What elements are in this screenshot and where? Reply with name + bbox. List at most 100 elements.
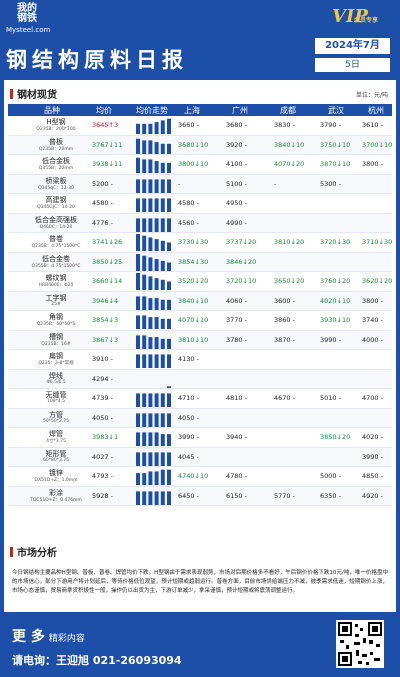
price-hz: 4700 - [362, 394, 383, 402]
price-sh-arrow: ↓ [194, 472, 200, 480]
price-hz: 3700↓10 [362, 141, 392, 149]
price-sh-arrow: ↓ [194, 335, 200, 344]
price-wh: 3720↓30 [320, 238, 350, 246]
spot-section-title-text: 钢材现货 [17, 90, 57, 101]
price-cd-value: 3870 [274, 335, 291, 344]
trend-bar [136, 234, 140, 251]
trend-bar [167, 338, 171, 349]
trend-bar [136, 138, 140, 154]
trend-bar [167, 354, 171, 368]
price-wh-value: 3930 [320, 316, 337, 324]
table-row: 低合金高强板 Q460C：14-20 4776 -4560 -4990 - [8, 213, 392, 233]
price-gz-value: 3720 [226, 277, 243, 285]
price-hz-value: 3700 [362, 140, 379, 149]
product-spec: DX51D+Z：1.0mm [34, 478, 78, 483]
trend-bar [148, 237, 153, 251]
price-cd-change: - [292, 491, 295, 500]
avg-price: 4580 [92, 199, 109, 207]
price-cd-value: 3810 [274, 238, 291, 246]
product-name: 螺纹钢 [45, 274, 67, 282]
price-wh: 3930↓10 [320, 316, 350, 324]
price-gz: 3846↓20 [226, 258, 256, 266]
price-cd: 3830 - [274, 121, 295, 129]
avg-price-cell: 3946↓4 [92, 297, 118, 305]
section-marker-icon [10, 89, 13, 99]
avg-change-arrow: ↓ [108, 296, 114, 305]
price-wh: 4020↓10 [320, 297, 350, 305]
price-gz-change: - [244, 179, 247, 188]
price-sh: 3660 - [178, 121, 199, 129]
col-trend: 均价走势 [136, 106, 168, 115]
trend-bar [154, 161, 159, 173]
price-gz-change: - [244, 491, 247, 500]
trend-bar [148, 256, 153, 271]
product-spec: 4寸*3.75 [46, 439, 66, 444]
price-gz-change: - [244, 218, 247, 227]
price-cd-change: - [292, 394, 295, 402]
price-sh-value: 4740 [178, 472, 195, 480]
trend-bar [167, 490, 171, 505]
price-wh: 6350 - [320, 492, 341, 500]
price-wh-arrow: ↓ [336, 238, 342, 246]
trend-bar [154, 239, 159, 251]
trend-bar [148, 393, 153, 407]
avg-change: 11 [114, 160, 123, 168]
avg-price: 3645 [92, 121, 109, 129]
price-hz-value: 4000 [362, 335, 379, 344]
price-hz-arrow: ↓ [378, 277, 384, 285]
price-cd: 3860 - [274, 316, 295, 324]
section-marker-icon [10, 547, 13, 557]
trend-bar [136, 393, 140, 407]
price-wh: 3750↓10 [320, 141, 350, 149]
price-hz: 3620↓20 [362, 277, 392, 285]
price-sh: 4130 - [178, 355, 199, 363]
avg-price-cell: 4050 - [92, 414, 113, 422]
price-wh-arrow: ↓ [336, 140, 342, 149]
price-hz-value: 4850 [362, 472, 379, 480]
avg-price: 3767 [92, 140, 109, 149]
price-hz-change: - [380, 472, 383, 480]
price-wh-change: - [338, 179, 341, 188]
price-gz: 4060 - [226, 297, 247, 305]
price-hz: 4000 - [362, 336, 383, 344]
trend-bar [160, 120, 165, 134]
price-gz-value: 4780 [226, 472, 243, 480]
vip-badge: VIP 会员专享 [332, 6, 392, 30]
price-wh-change: 10 [342, 296, 351, 305]
trend-bar [142, 235, 147, 251]
price-wh-change: 10 [342, 140, 351, 149]
avg-change: - [110, 374, 113, 383]
price-wh: 3760↓20 [320, 277, 350, 285]
trend-bar [148, 471, 153, 485]
price-gz-arrow: ↓ [242, 238, 248, 246]
product-spec: Q235B：20mm [38, 146, 74, 152]
table-row: 焊管 4寸*3.75 3983↓1 3990 -3940 - 3850↓20 4020 … [8, 428, 392, 448]
price-sh: 4560 - [178, 219, 199, 227]
trend-bar [154, 354, 159, 368]
price-cd-arrow: ↓ [290, 140, 296, 149]
price-cd-change: - [292, 296, 295, 305]
product-name: 彩涂 [49, 488, 63, 497]
table-row: 彩涂 TDC51D+Z：0.476mm 5928 -6450 -6150 -5770… [8, 486, 392, 506]
trend-bar [160, 393, 165, 407]
price-wh-value: 3790 [320, 121, 337, 129]
product-name: H型钢 [46, 118, 66, 126]
trend-bar [167, 262, 171, 271]
price-sh-change: - [196, 121, 199, 129]
product-spec: TDC51D+Z：0.476mm [30, 497, 82, 503]
product-spec: Φ6.5/6.5 [46, 379, 66, 385]
price-sh-value: 4580 [178, 199, 195, 207]
price-gz-change: - [244, 394, 247, 402]
price-gz: 3780 - [226, 336, 247, 344]
trend-chart [134, 272, 174, 291]
product-name: 无缝管 [45, 391, 67, 399]
product-name: 方管 [49, 410, 63, 419]
price-hz-value: 3710 [362, 238, 379, 246]
price-cd-value: 3830 [274, 121, 291, 129]
product-spec: Q345qC：12-30 [38, 185, 74, 191]
price-gz-change: - [244, 140, 247, 149]
price-hz-change: 10 [384, 140, 393, 149]
price-gz: 4990 - [226, 219, 247, 227]
trend-bar [136, 157, 140, 173]
price-hz: 4920 - [362, 492, 383, 500]
